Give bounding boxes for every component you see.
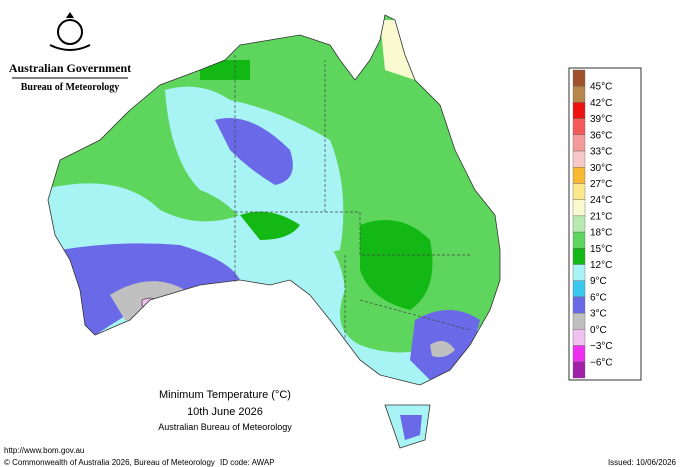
footer-issued: Issued: 10/06/2026 — [608, 458, 677, 467]
coastline — [47, 14, 501, 449]
legend-label: 36°C — [590, 130, 612, 141]
legend-label: 9°C — [590, 276, 607, 287]
legend-swatch — [572, 248, 586, 265]
map-source: Australian Bureau of Meteorology — [158, 422, 292, 432]
footer-url: http://www.bom.gov.au — [4, 446, 84, 455]
legend-label: −3°C — [590, 341, 613, 352]
legend-label: 42°C — [590, 98, 612, 109]
legend-swatch — [572, 312, 586, 330]
legend-label: 45°C — [590, 82, 612, 93]
map-date: 10th June 2026 — [187, 406, 263, 418]
legend-label: 24°C — [590, 195, 612, 206]
legend-label: 3°C — [590, 309, 607, 320]
legend-swatch — [572, 280, 586, 298]
legend-label: 39°C — [590, 114, 612, 125]
footer-copyright: © Commonwealth of Australia 2026, Bureau… — [4, 458, 215, 467]
emblem — [49, 12, 91, 51]
legend-label: 27°C — [590, 179, 612, 190]
legend-label: 33°C — [590, 147, 612, 158]
legend-swatch — [572, 167, 586, 184]
map-title: Minimum Temperature (°C) — [159, 389, 291, 401]
legend-label: 21°C — [590, 211, 612, 222]
legend-swatch — [572, 118, 586, 136]
legend-swatch — [572, 69, 586, 87]
legend-swatch — [572, 102, 586, 119]
legend-label: 12°C — [590, 260, 612, 271]
legend-label: 15°C — [590, 244, 612, 255]
legend-swatch — [572, 134, 586, 152]
legend-label: 0°C — [590, 325, 607, 336]
legend-swatch — [572, 183, 586, 200]
legend-swatch — [572, 361, 586, 379]
legend-label: 6°C — [590, 292, 607, 303]
legend-label: 30°C — [590, 163, 612, 174]
legend-swatch — [572, 199, 586, 217]
legend-label: −6°C — [590, 357, 613, 368]
legend: 45°C 42°C 39°C 36°C 33°C 30°C 27°C 24°C 21°C 18°C… — [568, 67, 642, 381]
legend-swatch — [572, 329, 586, 346]
legend-swatch — [572, 150, 586, 168]
agency-name: Bureau of Meteorology — [21, 82, 120, 93]
legend-swatch — [572, 345, 586, 362]
footer-id: ID code: AWAP — [220, 458, 275, 467]
legend-swatch — [572, 296, 586, 314]
government-name: Australian Government — [9, 61, 131, 75]
legend-label: 18°C — [590, 228, 612, 239]
legend-swatch — [572, 215, 586, 233]
legend-swatch — [572, 231, 586, 249]
legend-swatch — [572, 264, 586, 281]
legend-swatch — [572, 86, 586, 103]
state-borders — [234, 55, 471, 340]
